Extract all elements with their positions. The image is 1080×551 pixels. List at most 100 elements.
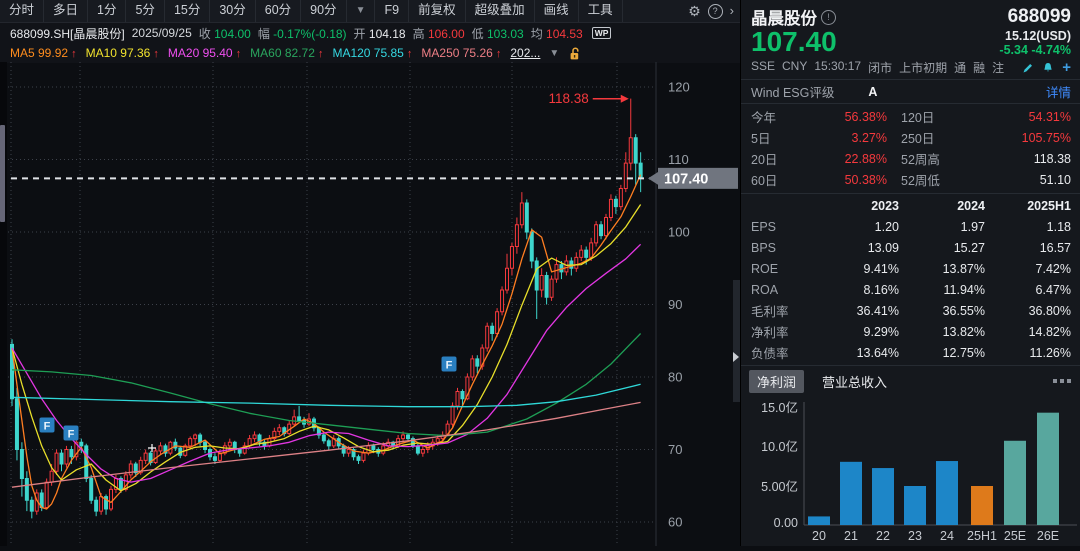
- ma-legend-text: MA10 97.36: [85, 46, 151, 60]
- perf-value: 50.38%: [844, 172, 887, 187]
- f-event-marker[interactable]: [63, 425, 79, 441]
- market-status-row: SSE CNY 15:30:17 闭市 上市初期通融注 +: [751, 59, 1071, 76]
- candle-body: [54, 452, 59, 472]
- bar-25E[interactable]: [1004, 440, 1026, 525]
- candle-body: [584, 249, 589, 258]
- bar-21[interactable]: [840, 461, 862, 525]
- toolbar-action-超级叠加[interactable]: 超级叠加: [466, 0, 535, 22]
- candle-body: [212, 456, 217, 461]
- period-tab-30分[interactable]: 30分: [210, 0, 256, 22]
- quote-side-panel: 晶晨股份 ! 688099 107.40 15.12(USD) -5.34 -4…: [740, 0, 1080, 546]
- kline-plot-area[interactable]: 120 110 100 90 80 70 60 F F F 107.40 118.38: [0, 62, 740, 546]
- perf-label: 今年: [751, 111, 777, 125]
- ma-line-MA20: [11, 243, 642, 483]
- toolbar-action-画线[interactable]: 画线: [535, 0, 579, 22]
- fin-value: 36.55%: [942, 303, 985, 318]
- candle-body: [509, 246, 514, 269]
- unlock-icon[interactable]: [568, 46, 583, 61]
- esg-row: Wind ESG评级 A 详情: [741, 79, 1080, 104]
- candle-body: [10, 343, 14, 400]
- candle-body: [109, 488, 113, 510]
- esg-label: Wind ESG评级: [751, 86, 835, 100]
- fin-value: 13.09: [867, 240, 899, 255]
- settings-gear-icon[interactable]: ⚙: [688, 3, 701, 19]
- ma-up-arrow-icon: ↑: [492, 48, 502, 60]
- period-tab-15分[interactable]: 15分: [165, 0, 211, 22]
- toolbar-action-前复权[interactable]: 前复权: [409, 0, 466, 22]
- ma-dropdown-icon[interactable]: ▼: [549, 47, 560, 59]
- candle-body: [143, 452, 148, 461]
- period-tab-分时[interactable]: 分时: [0, 0, 45, 22]
- ma-up-arrow-icon: ↑: [403, 48, 413, 60]
- period-tab-1分[interactable]: 1分: [88, 0, 127, 22]
- candle-body: [79, 441, 84, 447]
- period-tab-90分[interactable]: 90分: [301, 0, 347, 22]
- add-watchlist-icon[interactable]: +: [1062, 58, 1071, 76]
- bar-x-label: 26E: [1037, 529, 1059, 543]
- toolbar-action-工具[interactable]: 工具: [579, 0, 623, 22]
- mini-chart-tabs: 净利润 营业总收入: [741, 366, 1080, 394]
- period-tab-5分[interactable]: 5分: [126, 0, 165, 22]
- performance-row: 20日 22.88% 52周高 118.38: [751, 148, 1071, 169]
- alert-bell-icon[interactable]: [1042, 62, 1054, 74]
- candle-body: [44, 481, 49, 508]
- bar-y-label: 10.0亿: [761, 439, 798, 454]
- perf-label: 20日: [751, 153, 778, 167]
- ma-up-arrow-icon: ↑: [150, 48, 159, 60]
- candle-body: [252, 434, 257, 440]
- period-tab-多日[interactable]: 多日: [44, 0, 89, 22]
- stock-info-icon[interactable]: !: [821, 9, 836, 25]
- mini-tab-营业总收入[interactable]: 营业总收入: [822, 374, 888, 390]
- candle-body: [84, 445, 89, 479]
- left-resize-handle[interactable]: [0, 125, 5, 222]
- mini-tab-净利润[interactable]: 净利润: [749, 369, 805, 393]
- fin-value: 8.16%: [863, 282, 899, 297]
- f-event-marker[interactable]: [441, 356, 457, 372]
- status-item: 闭市: [868, 61, 893, 75]
- bar-23[interactable]: [904, 486, 926, 525]
- candle-body: [59, 452, 64, 465]
- candle-body: [227, 441, 232, 447]
- bar-22[interactable]: [872, 468, 894, 525]
- ma-line-MA5: [11, 174, 642, 510]
- bar-26E[interactable]: [1037, 412, 1059, 525]
- candle-body: [505, 267, 509, 291]
- candle-body: [450, 405, 455, 425]
- ma-period-selector[interactable]: 202...: [510, 46, 541, 60]
- bar-x-label: 25H1: [967, 529, 997, 543]
- bar-24[interactable]: [936, 461, 958, 525]
- quote-field-label: 幅: [257, 26, 274, 41]
- bar-25H1[interactable]: [971, 486, 993, 525]
- performance-row: 5日 3.27% 250日 105.75%: [751, 127, 1071, 148]
- financials-row: 毛利率 36.41% 36.55% 36.80%: [751, 300, 1071, 321]
- period-tab-60分[interactable]: 60分: [256, 0, 302, 22]
- candle-body: [608, 198, 613, 218]
- fin-value: 16.57: [1039, 240, 1071, 255]
- ma-legend-item: MA60 82.72 ↑: [250, 46, 323, 60]
- candle-body: [623, 162, 628, 189]
- help-icon[interactable]: ?: [707, 3, 723, 19]
- fin-value: 36.41%: [856, 303, 899, 318]
- ma-line-MA10: [11, 204, 642, 492]
- perf-value: 105.75%: [1021, 130, 1071, 145]
- panel-splitter[interactable]: [733, 280, 740, 402]
- edit-pencil-icon[interactable]: [1022, 62, 1034, 74]
- f9-button[interactable]: F9: [375, 0, 410, 22]
- bar-20[interactable]: [808, 516, 830, 525]
- f-event-marker[interactable]: [39, 417, 55, 433]
- candle-body: [198, 434, 203, 443]
- bar-x-label: 22: [876, 529, 890, 543]
- esg-detail-link[interactable]: 详情: [1045, 86, 1071, 100]
- period-dropdown-icon[interactable]: ▼: [347, 0, 376, 22]
- fin-year: 2025H1: [1027, 198, 1071, 213]
- wind-wp-icon[interactable]: WP: [591, 27, 612, 39]
- kline-svg[interactable]: 120 110 100 90 80 70 60 F F F 107.40 118.38: [0, 62, 740, 546]
- y-axis-label: 60: [668, 515, 682, 530]
- ma-up-arrow-icon: ↑: [232, 48, 242, 60]
- more-menu-icon[interactable]: [1053, 379, 1071, 383]
- candle-body: [272, 430, 277, 440]
- quote-field-value: 104.00: [214, 26, 251, 41]
- ma-up-arrow-icon: ↑: [314, 48, 324, 60]
- candle-body: [524, 202, 529, 233]
- expand-chevron-icon[interactable]: ›: [729, 3, 734, 18]
